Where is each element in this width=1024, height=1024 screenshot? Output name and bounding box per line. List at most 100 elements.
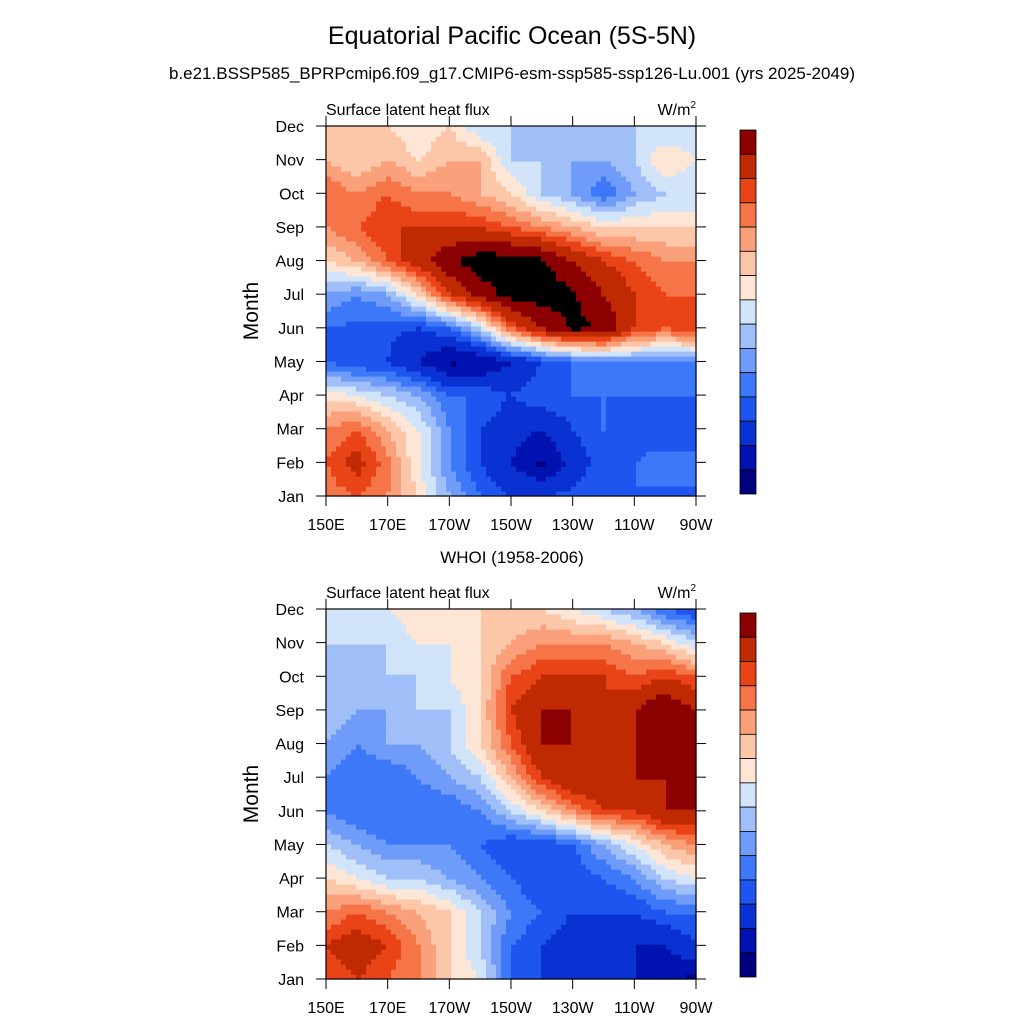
heatmap-cell [356,281,362,287]
heatmap-cell [611,271,617,277]
heatmap-cell [541,361,547,367]
heatmap-cell [336,256,342,262]
heatmap-cell [616,386,622,392]
heatmap-cell [531,211,537,217]
heatmap-cell [411,166,417,172]
heatmap-cell [606,216,612,222]
heatmap-cell [686,406,692,412]
heatmap-cell [391,171,397,177]
heatmap-cell [536,376,542,382]
heatmap-cell [441,281,447,287]
heatmap-cell [351,231,357,237]
heatmap-cell [616,461,622,467]
heatmap-cell [471,256,477,262]
heatmap-cell [401,411,407,417]
heatmap-cell [501,226,507,232]
heatmap-cell [356,291,362,297]
heatmap-cell [421,426,427,432]
heatmap-cell [591,476,597,482]
heatmap-cell [326,301,332,307]
heatmap-cell [561,351,567,357]
heatmap-cell [531,351,537,357]
heatmap-cell [461,246,467,252]
heatmap-cell [541,461,547,467]
heatmap-cell [581,211,587,217]
heatmap-cell [446,461,452,467]
heatmap-cell [461,456,467,462]
heatmap-cell [401,286,407,292]
heatmap-cell [481,456,487,462]
heatmap-cell [626,251,632,257]
heatmap-cell [556,466,562,472]
heatmap-cell [446,246,452,252]
heatmap-cell [616,191,622,197]
heatmap-cell [651,466,657,472]
heatmap-cell [341,481,347,487]
heatmap-cell [661,341,667,347]
heatmap-cell [511,241,517,247]
heatmap-cell [646,376,652,382]
heatmap-cell [686,191,692,197]
heatmap-cell [431,316,437,322]
heatmap-cell [451,301,457,307]
heatmap-cell [646,221,652,227]
heatmap-cell [416,401,422,407]
heatmap-cell [681,276,687,282]
heatmap-cell [656,421,662,427]
heatmap-cell [426,256,432,262]
heatmap-cell [591,211,597,217]
heatmap-cell [416,161,422,167]
heatmap-cell [461,471,467,477]
heatmap-cell [676,446,682,452]
heatmap-cell [396,481,402,487]
heatmap-cell [526,306,532,312]
heatmap-cell [441,271,447,277]
heatmap-cell [481,441,487,447]
heatmap-cell [531,191,537,197]
heatmap-cell [661,316,667,322]
heatmap-cell [501,256,507,262]
heatmap-cell [456,456,462,462]
heatmap-cell [506,381,512,387]
heatmap-cell [346,461,352,467]
heatmap-cell [396,206,402,212]
heatmap-cell [686,416,692,422]
heatmap-cell [551,466,557,472]
heatmap-cell [346,456,352,462]
heatmap-cell [546,271,552,277]
heatmap-cell [656,491,662,497]
heatmap-cell [381,296,387,302]
heatmap-cell [591,456,597,462]
heatmap-cell [376,386,382,392]
heatmap-cell [541,221,547,227]
heatmap-cell [361,406,367,412]
panel-1-chart: JanFebMarAprMayJunJulAugSepOctNovDec150E… [240,100,757,534]
heatmap-cell [336,446,342,452]
heatmap-cell [671,421,677,427]
heatmap-cell [551,216,557,222]
heatmap-cell [446,336,452,342]
heatmap-cell [571,406,577,412]
heatmap-cell [496,306,502,312]
heatmap-cell [596,466,602,472]
heatmap-cell [631,226,637,232]
heatmap-cell [481,376,487,382]
heatmap-cell [341,201,347,207]
heatmap-cell [426,261,432,267]
heatmap-cell [576,306,582,312]
heatmap-cell [641,196,647,202]
heatmap-cell [511,491,517,497]
heatmap-cell [686,306,692,312]
heatmap-cell [636,186,642,192]
heatmap-cell [556,236,562,242]
heatmap-cell [691,321,697,327]
heatmap-cell [531,336,537,342]
heatmap-cell [421,236,427,242]
heatmap-cell [541,256,547,262]
heatmap-cell [476,246,482,252]
heatmap-cell [356,171,362,177]
heatmap-cell [581,331,587,337]
heatmap-cell [661,411,667,417]
heatmap-cell [686,446,692,452]
heatmap-cell [491,311,497,317]
